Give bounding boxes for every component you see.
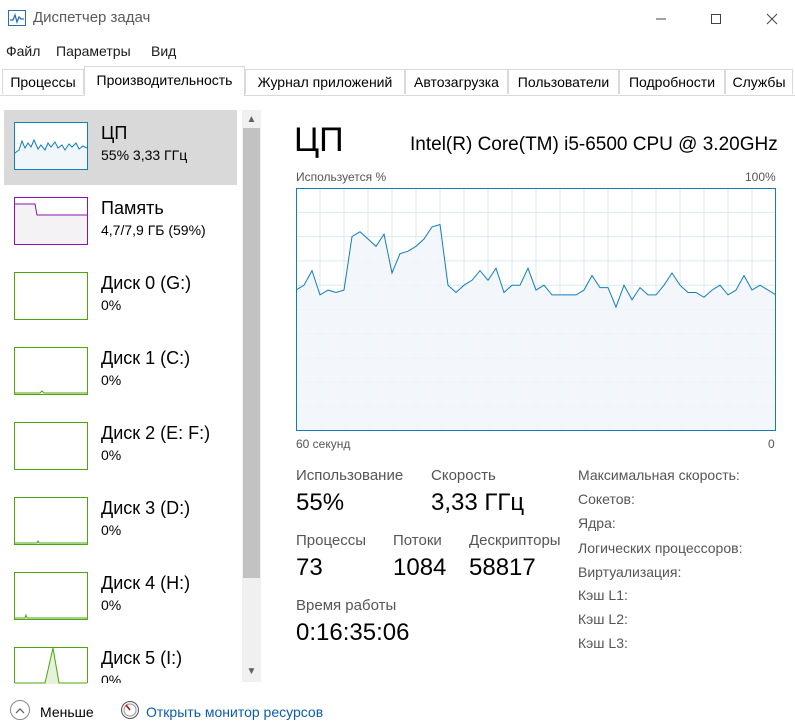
cache-l3-label: Кэш L3: [578,635,628,651]
resource-subtitle: 55% 3,33 ГГц [101,147,188,163]
resource-title: Диск 5 (I:) [101,648,183,668]
resource-subtitle: 0% [101,522,122,538]
sockets-label: Сокетов: [578,491,635,507]
resource-subtitle: 0% [101,597,122,613]
threads-value: 1084 [393,554,447,581]
max-speed-label: Максимальная скорость: [578,467,740,483]
cpu-area [296,224,776,431]
resource-subtitle: 4,7/7,9 ГБ (59%) [101,222,206,238]
tab-users[interactable]: Пользователи [508,69,619,94]
disk-thumbnail [14,347,88,395]
scroll-up-icon[interactable]: ▲ [246,113,257,125]
speed-label: Скорость [431,467,496,484]
resource-subtitle: 0% [101,672,122,683]
maximize-button[interactable] [693,0,739,38]
maximize-icon [711,14,721,24]
disk-thumbnail [14,647,88,684]
memory-thumbnail [14,197,88,245]
handles-label: Дескрипторы [469,532,561,549]
threads-label: Потоки [393,532,442,549]
disk-thumbnail [14,272,88,320]
speed-value: 3,33 ГГц [431,489,525,516]
processes-value: 73 [296,554,323,581]
uptime-label: Время работы [296,597,397,614]
resource-title: Диск 2 (E: F:) [101,423,211,443]
logical-processors-label: Логических процессоров: [578,540,743,556]
resource-subtitle: 0% [101,372,122,388]
usage-label: Использование [296,467,404,484]
tab-processes[interactable]: Процессы [2,69,84,94]
resource-title: Диск 0 (G:) [101,273,192,293]
handles-value: 58817 [469,554,536,581]
resource-subtitle: 0% [101,447,122,463]
window-title: Диспетчер задач [33,9,151,26]
disk-thumbnail [14,497,88,545]
chevron-up-icon[interactable] [10,700,30,720]
usage-value: 55% [296,489,345,516]
chart-ylabel: Используется % [296,170,387,184]
scroll-thumb[interactable] [243,128,260,578]
tab-startup[interactable]: Автозагрузка [405,69,508,94]
tab-performance[interactable]: Производительность [84,66,245,96]
scroll-down-icon[interactable]: ▼ [246,665,257,677]
open-resource-monitor-link[interactable]: Открыть монитор ресурсов [146,704,324,720]
resource-title: Диск 1 (C:) [101,348,191,368]
cache-l1-label: Кэш L1: [578,587,628,603]
menu-view[interactable]: Вид [151,43,177,59]
tab-app-history[interactable]: Журнал приложений [245,69,405,94]
tab-bar [0,68,795,96]
minimize-button[interactable] [638,0,684,38]
page-title: ЦП [294,121,344,159]
cpu-line [296,223,776,309]
minimize-icon [656,18,666,20]
task-manager-icon [8,10,26,26]
cpu-model: Intel(R) Core(TM) i5-6500 CPU @ 3.20GHz [410,134,778,155]
chart-ymax: 100% [745,170,776,184]
resource-subtitle: 0% [101,297,122,313]
cpu-thumbnail [14,122,88,170]
resource-title: ЦП [101,123,128,143]
menu-file[interactable]: Файл [6,43,41,59]
cache-l2-label: Кэш L2: [578,611,628,627]
close-button[interactable] [749,0,795,38]
close-icon [766,13,778,25]
resource-monitor-icon [120,700,140,720]
tab-details[interactable]: Подробности [619,69,725,94]
menu-options[interactable]: Параметры [56,43,131,59]
cores-label: Ядра: [578,515,616,531]
uptime-value: 0:16:35:06 [296,619,410,646]
chart-xlabel: 60 секунд [296,437,351,451]
cpu-usage-chart [296,188,776,431]
resource-title: Диск 3 (D:) [101,498,191,518]
disk-thumbnail [14,422,88,470]
processes-label: Процессы [296,532,367,549]
tab-services[interactable]: Службы [725,69,793,94]
chart-xend: 0 [768,437,775,451]
resource-title: Диск 4 (H:) [101,573,191,593]
chart-border [296,188,776,431]
fewer-details-button[interactable]: Меньше [40,704,94,720]
disk-thumbnail [14,572,88,620]
virtualization-label: Виртуализация: [578,564,682,580]
resource-title: Память [101,198,164,218]
